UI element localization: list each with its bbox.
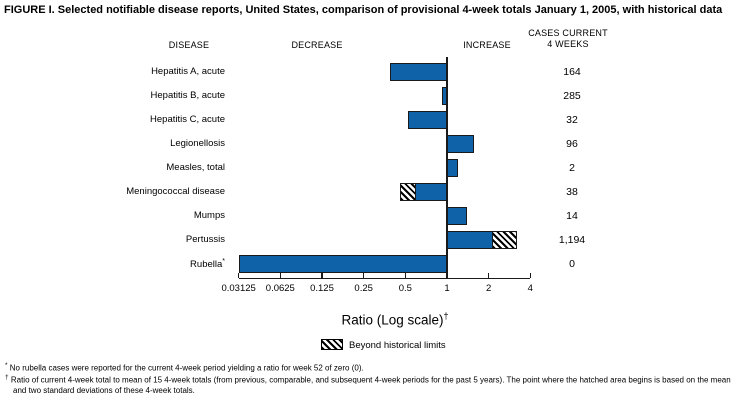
cases-current-value: 1,194 — [558, 233, 586, 246]
footnote-asterisk: * No rubella cases were reported for the… — [5, 361, 739, 373]
footnote-text: No rubella cases were reported for the c… — [9, 363, 364, 373]
disease-label: Pertussis — [185, 233, 225, 245]
cases-current-value: 96 — [566, 137, 578, 150]
hatched-swatch-icon — [321, 339, 343, 350]
x-axis-tick — [279, 272, 281, 278]
x-axis-tick-label: 2 — [486, 283, 492, 294]
column-header-decrease: DECREASE — [291, 40, 343, 50]
footnote-marker: * — [5, 362, 8, 369]
ratio-bar — [441, 87, 447, 105]
x-axis-tick-label: 0.5 — [398, 283, 412, 294]
ratio-bar — [390, 63, 447, 81]
x-axis-title-dagger: † — [443, 311, 449, 321]
cases-current-value: 0 — [569, 257, 575, 270]
cases-header-line2: 4 WEEKS — [547, 39, 589, 49]
figure-title: FIGURE I. Selected notifiable disease re… — [4, 4, 723, 16]
disease-label: Hepatitis A, acute — [151, 65, 225, 77]
disease-label: Meningococcal disease — [126, 185, 225, 197]
column-header-increase: INCREASE — [463, 40, 511, 50]
x-axis-tick — [529, 272, 532, 278]
disease-label: Hepatitis B, acute — [150, 89, 225, 101]
ratio-bar — [447, 135, 475, 153]
cases-current-value: 32 — [566, 113, 578, 126]
x-axis-tick — [446, 272, 448, 278]
x-axis-tick — [321, 272, 323, 278]
cases-current-value: 164 — [563, 65, 581, 78]
column-header-disease: DISEASE — [168, 40, 210, 50]
cases-current-value: 38 — [566, 185, 578, 198]
cases-current-value: 14 — [566, 209, 578, 222]
ratio-bar — [447, 207, 467, 225]
x-axis-tick-label: 0.125 — [310, 283, 334, 294]
footnote-text: Ratio of current 4-week total to mean of… — [10, 375, 731, 395]
disease-label: Mumps — [193, 209, 225, 221]
x-axis-tick — [362, 272, 365, 278]
cases-current-value: 2 — [569, 161, 575, 174]
x-axis-tick — [237, 272, 240, 278]
disease-label: Rubella* — [190, 257, 225, 270]
ratio-bar — [407, 111, 447, 129]
baseline-ratio-1 — [446, 57, 448, 279]
footnote-dagger: † Ratio of current 4-week total to mean … — [5, 373, 739, 395]
cases-header-line1: CASES CURRENT — [528, 28, 608, 38]
footnotes: * No rubella cases were reported for the… — [5, 361, 739, 395]
disease-label: Legionellosis — [170, 137, 225, 149]
disease-label: Hepatitis C, acute — [150, 113, 225, 125]
x-axis-title: Ratio (Log scale)† — [300, 311, 490, 328]
x-axis-line — [238, 277, 531, 279]
x-axis-title-text: Ratio (Log scale) — [341, 312, 444, 328]
x-axis-tick-label: 0.25 — [354, 283, 373, 294]
disease-label: Measles, total — [166, 161, 225, 173]
legend-label: Beyond historical limits — [349, 339, 446, 351]
footnote-marker: † — [5, 374, 9, 382]
beyond-historical-limits-segment — [491, 231, 517, 249]
beyond-historical-limits-segment — [400, 183, 417, 201]
x-axis-tick-label: 0.03125 — [221, 283, 256, 294]
column-header-cases-current-4-weeks: CASES CURRENT 4 WEEKS — [528, 28, 608, 50]
x-axis-tick — [487, 272, 490, 278]
x-axis-tick-label: 1 — [444, 283, 450, 294]
ratio-bar — [447, 159, 459, 177]
x-axis-tick-label: 4 — [527, 283, 533, 294]
x-axis-tick-label: 0.0625 — [265, 283, 295, 294]
x-axis-tick — [404, 272, 407, 278]
cases-current-value: 285 — [563, 89, 581, 102]
ratio-bar — [238, 255, 447, 273]
